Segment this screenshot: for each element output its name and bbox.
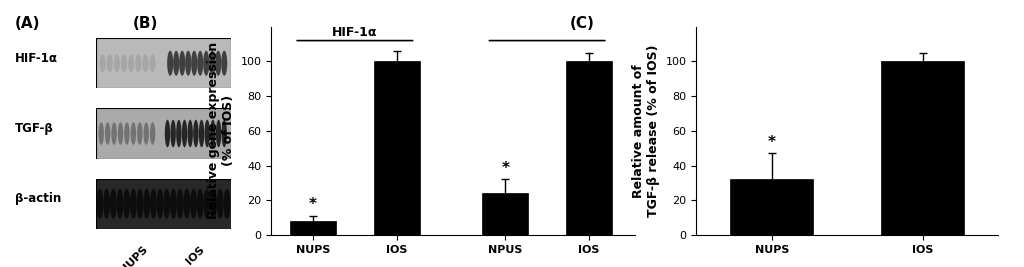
Ellipse shape: [190, 189, 197, 219]
Ellipse shape: [96, 189, 103, 219]
Bar: [482, 193, 528, 235]
Ellipse shape: [142, 54, 148, 72]
Text: NUPS: NUPS: [119, 244, 150, 267]
Ellipse shape: [205, 120, 210, 147]
Ellipse shape: [114, 54, 120, 72]
Ellipse shape: [143, 189, 151, 219]
Ellipse shape: [215, 51, 221, 76]
Ellipse shape: [143, 122, 148, 145]
Ellipse shape: [173, 51, 179, 76]
Ellipse shape: [150, 54, 156, 72]
Text: *: *: [768, 135, 776, 150]
Ellipse shape: [182, 120, 187, 147]
Ellipse shape: [131, 122, 136, 145]
Text: HIF-1α: HIF-1α: [14, 52, 57, 65]
Ellipse shape: [136, 189, 143, 219]
Ellipse shape: [137, 122, 142, 145]
Ellipse shape: [209, 51, 215, 76]
Ellipse shape: [223, 189, 230, 219]
Ellipse shape: [151, 189, 157, 219]
Ellipse shape: [117, 189, 123, 219]
Ellipse shape: [170, 189, 177, 219]
Text: *: *: [502, 161, 509, 176]
Ellipse shape: [177, 189, 183, 219]
Ellipse shape: [135, 54, 141, 72]
Ellipse shape: [203, 51, 209, 76]
Ellipse shape: [210, 120, 216, 147]
Bar: [882, 61, 965, 235]
Ellipse shape: [98, 122, 104, 145]
Ellipse shape: [210, 189, 217, 219]
Ellipse shape: [183, 189, 190, 219]
Y-axis label: Relative gene expression
(% of IOS): Relative gene expression (% of IOS): [207, 42, 236, 219]
Text: (C): (C): [569, 16, 594, 31]
Bar: [290, 221, 336, 235]
Ellipse shape: [106, 54, 113, 72]
Ellipse shape: [221, 120, 227, 147]
Y-axis label: Relative amount of
TGF-β release (% of IOS): Relative amount of TGF-β release (% of I…: [632, 45, 660, 217]
Text: (A): (A): [14, 15, 40, 30]
Ellipse shape: [221, 51, 227, 76]
Text: β-actin: β-actin: [14, 192, 61, 205]
Ellipse shape: [216, 120, 221, 147]
Ellipse shape: [185, 51, 191, 76]
Ellipse shape: [99, 54, 105, 72]
Ellipse shape: [105, 122, 111, 145]
Ellipse shape: [194, 120, 199, 147]
Ellipse shape: [150, 122, 156, 145]
Ellipse shape: [121, 54, 127, 72]
Ellipse shape: [170, 120, 176, 147]
Bar: [566, 61, 612, 235]
Ellipse shape: [124, 122, 130, 145]
Ellipse shape: [198, 51, 204, 76]
Bar: [730, 179, 813, 235]
Ellipse shape: [110, 189, 117, 219]
Ellipse shape: [197, 189, 204, 219]
Ellipse shape: [204, 189, 210, 219]
Ellipse shape: [118, 122, 123, 145]
Ellipse shape: [157, 189, 164, 219]
Ellipse shape: [103, 189, 110, 219]
Ellipse shape: [217, 189, 223, 219]
Text: IOS: IOS: [184, 244, 206, 266]
Ellipse shape: [128, 54, 134, 72]
Text: TGF-β: TGF-β: [14, 122, 53, 135]
Text: HIF-1α: HIF-1α: [332, 26, 378, 39]
Ellipse shape: [187, 120, 193, 147]
Bar: [374, 61, 420, 235]
Ellipse shape: [164, 189, 170, 219]
Ellipse shape: [130, 189, 137, 219]
Ellipse shape: [176, 120, 181, 147]
Ellipse shape: [167, 51, 173, 76]
Ellipse shape: [112, 122, 117, 145]
Ellipse shape: [123, 189, 130, 219]
Ellipse shape: [165, 120, 170, 147]
Ellipse shape: [199, 120, 204, 147]
Text: *: *: [309, 197, 317, 213]
Text: (B): (B): [133, 16, 159, 31]
Ellipse shape: [191, 51, 198, 76]
Ellipse shape: [179, 51, 185, 76]
